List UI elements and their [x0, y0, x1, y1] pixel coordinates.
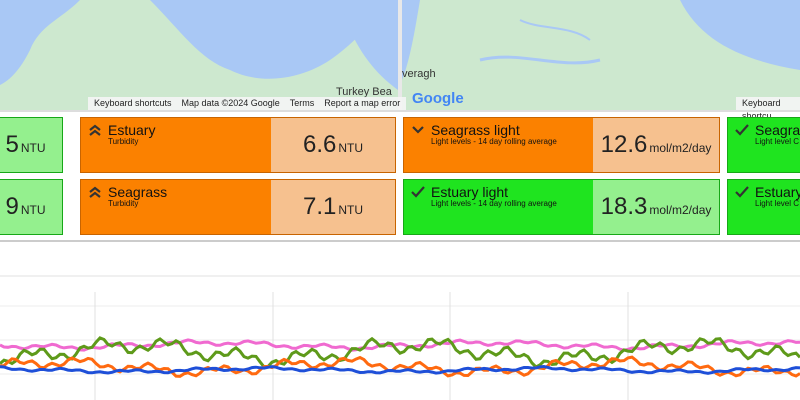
- card-title: Seagrass light: [431, 122, 520, 138]
- status-card[interactable]: 9 NTU: [0, 179, 63, 235]
- attribution-link[interactable]: Terms: [289, 98, 315, 108]
- map-attribution: Keyboard shortcuts Map data ©2024 Google…: [88, 97, 407, 110]
- card-value: 5: [5, 131, 19, 158]
- card-unit: mol/m2/day: [649, 203, 712, 217]
- attribution-text: Map data ©2024 Google: [181, 98, 280, 108]
- card-subtitle: Turbidity: [108, 199, 139, 208]
- card-title: Estuary light: [431, 184, 509, 200]
- card-subtitle: Light level C: [755, 137, 800, 146]
- card-title: Estuary: [108, 122, 156, 138]
- chart: [0, 275, 800, 400]
- trend-line: [0, 364, 800, 375]
- card-unit: NTU: [20, 203, 46, 217]
- value-box: 6.6 NTU: [271, 118, 395, 172]
- card-value: 9: [5, 193, 19, 220]
- card-unit: NTU: [338, 141, 364, 155]
- status-card[interactable]: 5 NTU: [0, 117, 63, 173]
- value-box: 5 NTU: [0, 118, 62, 172]
- status-card[interactable]: Estuary light Light levels - 14 day rolli…: [403, 179, 720, 235]
- card-title: Seagra: [755, 122, 800, 138]
- status-card[interactable]: Estuary Light level C: [727, 179, 800, 235]
- card-title: Seagrass: [108, 184, 168, 200]
- value-box: 7.1 NTU: [271, 180, 395, 234]
- card-subtitle: Turbidity: [108, 137, 139, 146]
- trend-line: [0, 336, 800, 369]
- map-place: Turkey Bea: [336, 86, 392, 98]
- status-icon: [412, 126, 424, 134]
- card-unit: NTU: [20, 141, 46, 155]
- status-card[interactable]: Estuary Turbidity 6.6 NTU: [80, 117, 396, 173]
- map-logo: Google: [412, 90, 464, 107]
- status-card[interactable]: Seagra Light level C: [727, 117, 800, 173]
- status-card[interactable]: Seagrass light Light levels - 14 day roll…: [403, 117, 720, 173]
- card-unit: mol/m2/day: [649, 141, 712, 155]
- status-icon: [735, 124, 749, 136]
- card-value: 7.1: [302, 193, 337, 220]
- status-icon: [89, 186, 101, 198]
- card-value: 6.6: [302, 131, 337, 158]
- value-box: 12.6 mol/m2/day: [593, 118, 719, 172]
- divider: [0, 240, 800, 242]
- map-place: veragh: [402, 68, 436, 80]
- card-value: 12.6: [600, 131, 648, 158]
- card-unit: NTU: [338, 203, 364, 217]
- attribution-link[interactable]: Keyboard shortcu: [742, 98, 781, 121]
- status-icon: [89, 124, 101, 136]
- card-subtitle: Light level C: [755, 199, 800, 208]
- card-title: Estuary: [755, 184, 800, 200]
- trend-line: [0, 355, 800, 378]
- value-box: 9 NTU: [0, 180, 62, 234]
- maps: [0, 0, 800, 112]
- card-subtitle: Light levels - 14 day rolling average: [431, 199, 557, 208]
- attribution-link[interactable]: Report a map error: [324, 98, 401, 108]
- status-card[interactable]: Seagrass Turbidity 7.1 NTU: [80, 179, 396, 235]
- attribution-link[interactable]: Keyboard shortcuts: [94, 98, 172, 108]
- value-box: 18.3 mol/m2/day: [593, 180, 719, 234]
- card-subtitle: Light levels - 14 day rolling average: [431, 137, 557, 146]
- status-icon: [411, 186, 425, 198]
- card-value: 18.3: [600, 193, 648, 220]
- status-icon: [735, 186, 749, 198]
- trend-line: [0, 338, 800, 352]
- map-attribution: Keyboard shortcu: [736, 97, 800, 121]
